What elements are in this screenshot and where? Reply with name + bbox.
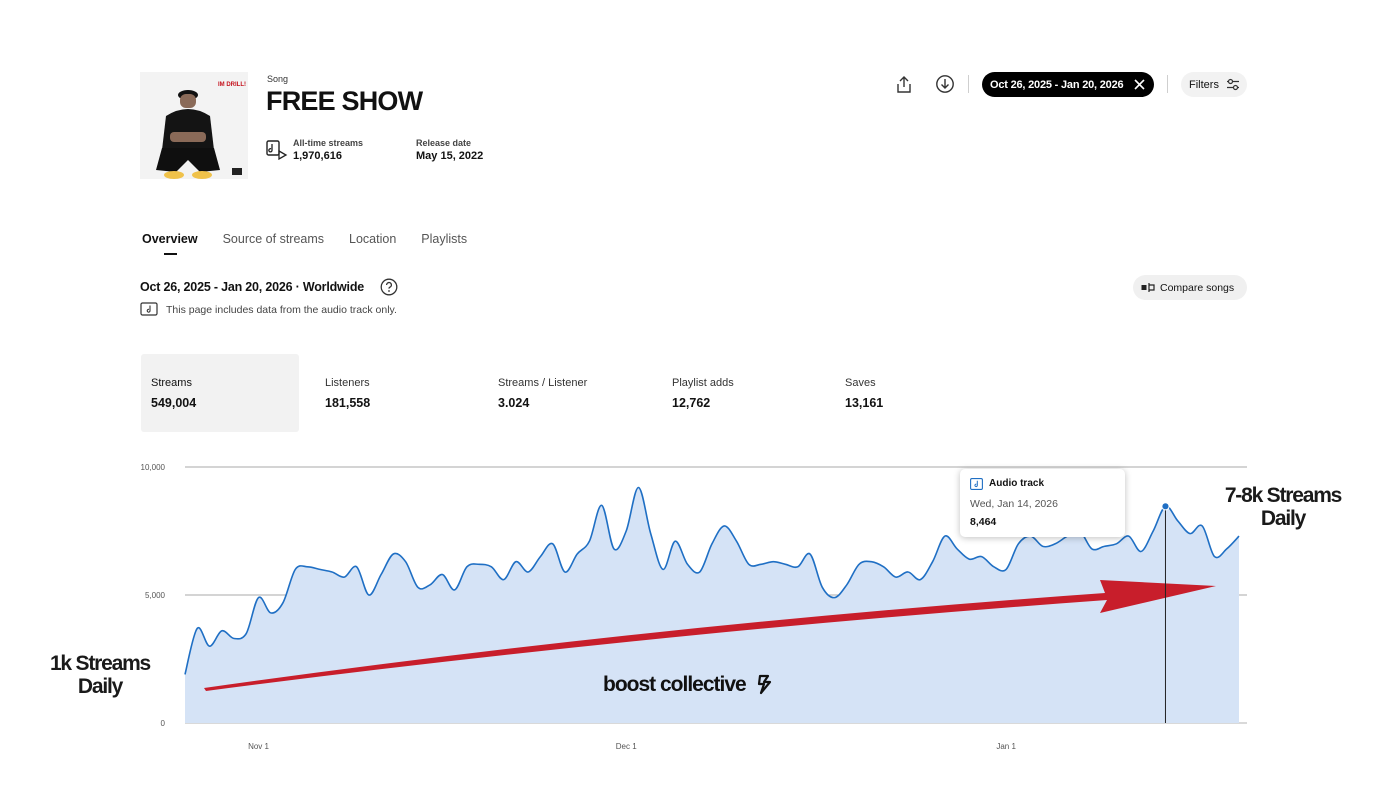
annotation-right: 7-8k Streams Daily [1208, 484, 1358, 530]
tab-source-of-streams[interactable]: Source of streams [222, 232, 325, 246]
compare-icon [1141, 283, 1155, 292]
y-tick-label: 5,000 [145, 591, 166, 600]
toolbar-divider [968, 75, 969, 93]
streams-icon [266, 140, 288, 165]
x-tick-label: Jan 1 [996, 742, 1016, 751]
cover-art: IM DRILL! [140, 72, 248, 179]
kpi-value: 181,558 [325, 396, 371, 410]
audio-only-note: This page includes data from the audio t… [166, 304, 397, 316]
all-time-streams-value: 1,970,616 [293, 150, 342, 162]
y-tick-label: 10,000 [141, 463, 166, 472]
annotation-left-line1: 1k Streams [49, 652, 151, 675]
audio-track-icon [970, 477, 983, 495]
tab-overview[interactable]: Overview [142, 232, 198, 255]
range-summary: Oct 26, 2025 - Jan 20, 2026 · Worldwide [140, 280, 365, 294]
annotation-left-line2: Daily [77, 675, 123, 698]
download-button[interactable] [932, 71, 958, 97]
chart-tooltip: Audio track Wed, Jan 14, 2026 8,464 [960, 469, 1125, 537]
kpi-playlist-adds[interactable]: Playlist adds 12,762 [662, 354, 812, 432]
filters-label: Filters [1189, 78, 1219, 91]
toolbar-divider [1167, 75, 1168, 93]
audio-track-icon [140, 302, 158, 321]
song-title: FREE SHOW [266, 86, 423, 116]
kpi-value: 3.024 [498, 396, 530, 410]
annotation-right-line1: 7-8k Streams [1224, 484, 1343, 507]
x-tick-label: Dec 1 [616, 742, 637, 751]
kpi-value: 549,004 [151, 396, 197, 410]
kpi-label: Listeners [325, 377, 370, 389]
compare-songs-button[interactable]: Compare songs [1133, 275, 1247, 300]
date-range-text: Oct 26, 2025 - Jan 20, 2026 [990, 78, 1124, 91]
sliders-icon [1227, 78, 1239, 91]
help-icon[interactable] [380, 278, 398, 301]
compare-songs-label: Compare songs [1160, 281, 1235, 294]
close-icon[interactable] [1133, 78, 1146, 91]
kpi-label: Streams [151, 377, 192, 389]
share-button[interactable] [891, 71, 917, 97]
boost-logo-icon [757, 674, 772, 695]
kpi-label: Saves [845, 377, 876, 389]
tab-location[interactable]: Location [349, 232, 397, 246]
filters-button[interactable]: Filters [1181, 72, 1247, 97]
tooltip-value: 8,464 [970, 516, 997, 528]
kpi-streams[interactable]: Streams 549,004 [141, 354, 299, 432]
annotation-left: 1k Streams Daily [40, 652, 160, 698]
share-icon [897, 75, 911, 93]
date-range-pill[interactable]: Oct 26, 2025 - Jan 20, 2026 [982, 72, 1154, 97]
tooltip-title: Audio track [989, 478, 1045, 489]
streams-line[interactable] [184, 486, 1240, 675]
all-time-streams-label: All-time streams [293, 138, 364, 148]
x-tick-label: Nov 1 [248, 742, 269, 751]
release-date-label: Release date [416, 138, 472, 148]
kpi-label: Playlist adds [672, 377, 734, 389]
kpi-value: 12,762 [672, 396, 711, 410]
tab-playlists[interactable]: Playlists [421, 232, 468, 246]
annotation-right-line2: Daily [1260, 507, 1306, 530]
y-tick-label: 0 [161, 719, 166, 728]
tab-bar: Overview Source of streams Location Play… [142, 232, 468, 255]
cover-art-text: IM DRILL! [218, 82, 246, 88]
download-icon [936, 75, 954, 93]
watermark-text: boost collective [603, 673, 747, 696]
kpi-label: Streams / Listener [498, 377, 588, 389]
kpi-streams-per-listener[interactable]: Streams / Listener 3.024 [488, 354, 638, 432]
song-kicker: Song [267, 74, 289, 84]
release-date-value: May 15, 2022 [416, 150, 484, 162]
kpi-value: 13,161 [845, 396, 884, 410]
tooltip-date: Wed, Jan 14, 2026 [970, 498, 1058, 510]
boost-collective-watermark: boost collective [603, 673, 772, 697]
kpi-listeners[interactable]: Listeners 181,558 [315, 354, 465, 432]
kpi-saves[interactable]: Saves 13,161 [835, 354, 985, 432]
